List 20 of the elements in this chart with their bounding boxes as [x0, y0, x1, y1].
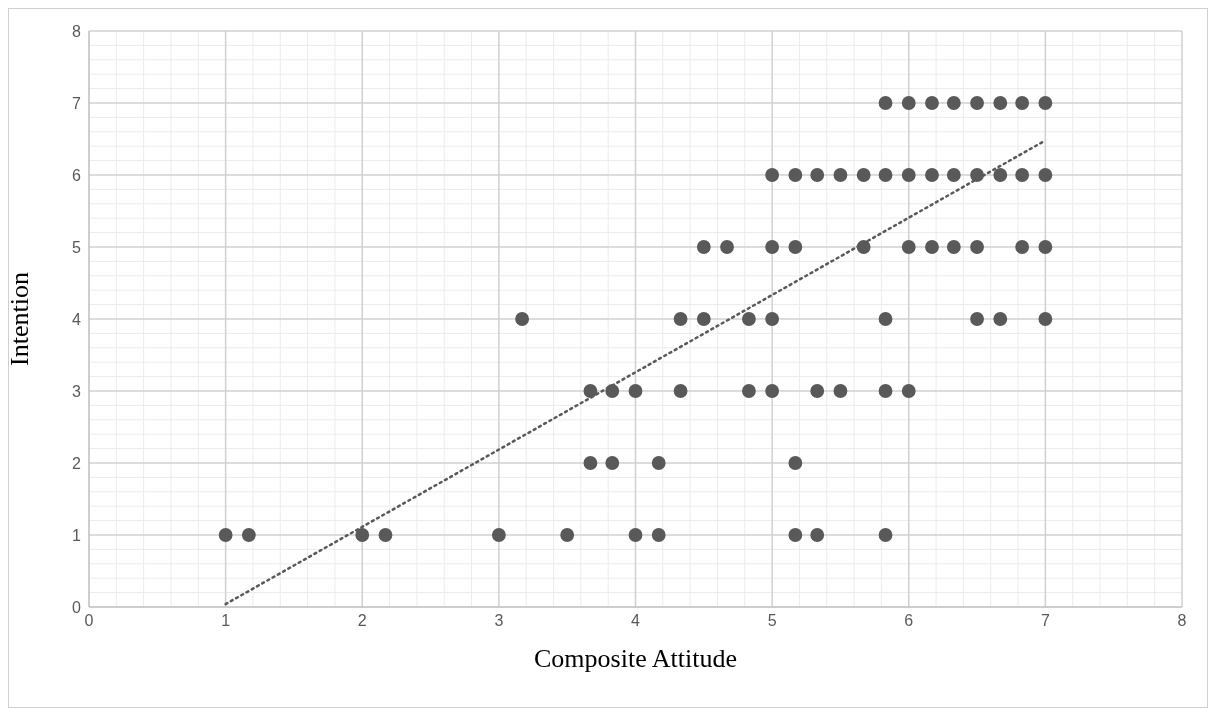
x-tick-label: 7 — [1040, 612, 1050, 630]
x-tick-label: 4 — [631, 612, 641, 630]
x-axis-title: Composite Attitude — [534, 644, 737, 673]
x-tick-label: 1 — [221, 612, 231, 630]
x-tick-label: 0 — [84, 612, 94, 630]
y-axis-title: Intention — [5, 272, 35, 366]
y-tick-label: 0 — [72, 598, 82, 616]
x-tick-label: 8 — [1177, 612, 1187, 630]
x-tick-label: 2 — [357, 612, 367, 630]
y-tick-label: 7 — [72, 94, 82, 112]
y-tick-label: 4 — [72, 310, 82, 328]
x-tick-label: 6 — [904, 612, 914, 630]
y-tick-label: 6 — [72, 166, 82, 184]
y-tick-label: 3 — [72, 382, 82, 400]
x-tick-label: 3 — [494, 612, 504, 630]
y-tick-label: 8 — [72, 22, 82, 40]
y-tick-label: 5 — [72, 238, 82, 256]
y-tick-label: 1 — [72, 526, 82, 544]
x-tick-label: 5 — [767, 612, 777, 630]
y-tick-label: 2 — [72, 454, 82, 472]
